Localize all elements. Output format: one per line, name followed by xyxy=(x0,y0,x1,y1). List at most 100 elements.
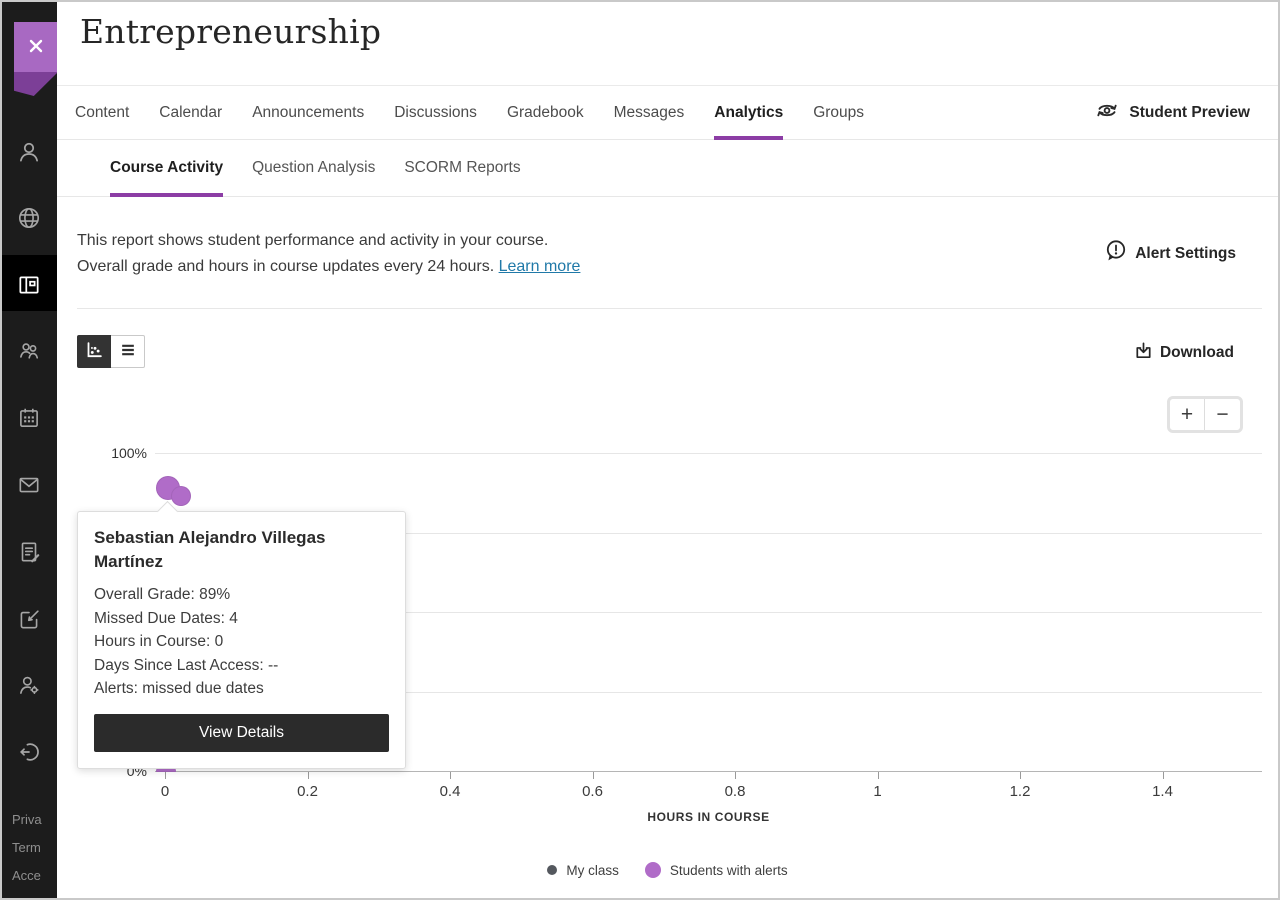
alert-settings-label: Alert Settings xyxy=(1135,244,1236,262)
x-axis-tick xyxy=(165,772,166,779)
student-preview-button[interactable]: Student Preview xyxy=(1088,86,1256,139)
globe-icon xyxy=(16,205,42,231)
organizations-icon xyxy=(16,338,42,364)
sidebar-item-admin[interactable] xyxy=(9,665,49,705)
student-preview-label: Student Preview xyxy=(1129,103,1250,121)
courses-icon xyxy=(16,272,42,298)
base-nav-rail: Priva Term Acce xyxy=(2,2,57,898)
y-axis-label: 100% xyxy=(111,444,147,461)
chart-gridline xyxy=(155,453,1262,454)
footer-link-accessibility[interactable]: Acce xyxy=(12,868,41,883)
download-button[interactable]: Download xyxy=(1127,339,1240,367)
chart-legend: My class Students with alerts xyxy=(57,862,1278,878)
report-description: This report shows student performance an… xyxy=(77,228,580,280)
tab-groups[interactable]: Groups xyxy=(813,103,865,121)
tab-announcements[interactable]: Announcements xyxy=(252,103,365,121)
alert-settings-button[interactable]: Alert Settings xyxy=(1099,238,1242,269)
chart-gridline xyxy=(155,612,1262,613)
person-gear-icon xyxy=(16,672,42,698)
calendar-icon xyxy=(16,405,42,431)
zoom-out-button[interactable]: − xyxy=(1205,399,1240,430)
x-axis-tick-label: 0.6 xyxy=(582,783,603,800)
profile-icon xyxy=(16,139,42,165)
close-icon xyxy=(25,35,47,60)
tooltip-overall-grade: Overall Grade: 89% xyxy=(94,586,231,603)
tab-messages[interactable]: Messages xyxy=(613,103,685,121)
sidebar-item-calendar[interactable] xyxy=(9,398,49,438)
tab-gradebook[interactable]: Gradebook xyxy=(506,103,584,121)
sidebar-item-grades[interactable] xyxy=(9,532,49,572)
zoom-controls: + − xyxy=(1167,396,1243,433)
subtab-scorm-reports[interactable]: SCORM Reports xyxy=(404,159,521,176)
analytics-subnav: Course Activity Question Analysis SCORM … xyxy=(57,140,1278,197)
x-axis-tick-label: 0 xyxy=(160,783,170,800)
footer-link-privacy[interactable]: Priva xyxy=(12,812,42,827)
close-course-button[interactable] xyxy=(14,22,58,72)
x-axis-tick xyxy=(1162,772,1164,779)
chart-gridline xyxy=(155,771,1262,772)
legend-dot xyxy=(547,865,558,875)
view-details-button[interactable]: View Details xyxy=(94,713,389,752)
download-icon xyxy=(1133,340,1154,366)
x-axis-tick-label: 0.2 xyxy=(297,783,318,800)
course-nav: Content Calendar Announcements Discussio… xyxy=(57,85,1278,140)
x-axis-tick xyxy=(877,772,879,779)
page-title: Entrepreneurship xyxy=(80,12,382,51)
alert-icon xyxy=(1105,239,1127,268)
legend-item: Students with alerts xyxy=(644,862,788,878)
chart-view-button[interactable] xyxy=(77,335,111,368)
legend-label: Students with alerts xyxy=(669,862,788,878)
sidebar-item-organizations[interactable] xyxy=(9,331,49,371)
sign-out-icon xyxy=(16,739,42,765)
tooltip-alerts: Alerts: missed due dates xyxy=(94,680,264,697)
edit-square-icon xyxy=(16,606,42,632)
legend-label: My class xyxy=(566,862,619,878)
report-description-line2: Overall grade and hours in course update… xyxy=(77,258,581,275)
course-activity-chart: 100% 0% 0 0.2 0.4 0.6 0.8 1 1.2 1.4 HOURS IN COURS… xyxy=(57,2,1278,898)
tab-calendar[interactable]: Calendar xyxy=(159,103,223,121)
x-axis-title: HOURS IN COURSE xyxy=(647,810,770,824)
student-tooltip: Sebastian Alejandro Villegas Martínez Ov… xyxy=(77,511,406,769)
sidebar-item-courses[interactable] xyxy=(9,265,49,305)
x-axis-tick-label: 0.4 xyxy=(439,783,461,800)
x-axis-tick-label: 1.2 xyxy=(1009,783,1031,800)
x-axis-tick-label: 1.4 xyxy=(1152,783,1173,800)
legend-dot xyxy=(644,862,661,878)
legend-item: My class xyxy=(547,863,619,878)
report-description-line1: This report shows student performance an… xyxy=(77,232,549,249)
learn-more-link[interactable]: Learn more xyxy=(498,258,581,275)
x-axis-tick xyxy=(1020,772,1021,779)
tab-discussions[interactable]: Discussions xyxy=(394,103,477,121)
section-divider xyxy=(77,308,1262,309)
student-preview-icon xyxy=(1094,99,1120,127)
zoom-in-button[interactable]: + xyxy=(1170,399,1205,430)
tab-analytics[interactable]: Analytics xyxy=(714,86,783,140)
chart-gridline xyxy=(155,532,1262,534)
list-view-button[interactable] xyxy=(111,335,145,368)
tooltip-missed-due-dates: Missed Due Dates: 4 xyxy=(94,609,238,627)
scatter-chart-icon xyxy=(83,339,105,364)
subtab-question-analysis[interactable]: Question Analysis xyxy=(252,159,376,176)
grades-icon xyxy=(16,539,42,565)
x-axis-tick xyxy=(592,772,594,779)
course-panel: Entrepreneurship Content Calendar Announ… xyxy=(57,2,1278,898)
data-point[interactable] xyxy=(171,486,192,507)
footer-link-terms[interactable]: Term xyxy=(12,840,41,855)
x-axis-tick xyxy=(735,772,736,779)
chart-gridline xyxy=(155,691,1262,693)
tooltip-hours-in-course: Hours in Course: 0 xyxy=(94,633,224,650)
sidebar-item-profile[interactable] xyxy=(9,132,49,172)
sidebar-item-messages[interactable] xyxy=(9,465,49,505)
x-axis-tick xyxy=(307,772,309,779)
sidebar-item-activity[interactable] xyxy=(9,599,49,639)
tab-content[interactable]: Content xyxy=(75,103,130,121)
x-axis-tick-label: 1 xyxy=(873,783,882,800)
x-axis-tick-label: 0.8 xyxy=(724,783,746,800)
sidebar-item-institution[interactable] xyxy=(9,198,49,238)
subtab-course-activity[interactable]: Course Activity xyxy=(110,140,224,197)
sidebar-item-sign-out[interactable] xyxy=(9,732,49,772)
tooltip-student-name: Sebastian Alejandro Villegas Martínez xyxy=(94,528,326,571)
x-axis-tick xyxy=(450,772,451,779)
download-label: Download xyxy=(1159,344,1234,361)
